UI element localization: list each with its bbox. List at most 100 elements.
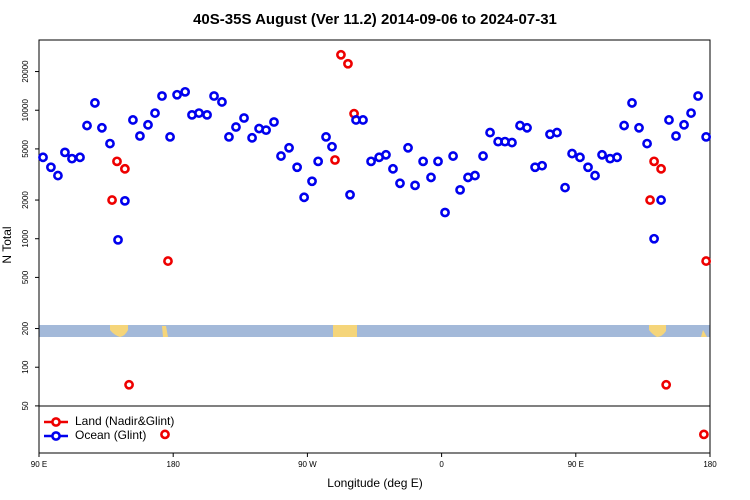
point (276, 151, 286, 161)
point (97, 122, 107, 133)
point (693, 91, 703, 101)
point (642, 138, 652, 149)
point (239, 113, 249, 123)
point (590, 170, 600, 181)
point (671, 131, 681, 141)
point (224, 132, 234, 142)
point (75, 152, 85, 163)
point (194, 108, 204, 118)
point (60, 147, 70, 158)
point (150, 108, 160, 118)
point (90, 98, 100, 108)
point (567, 148, 577, 159)
point (656, 195, 666, 205)
point (202, 109, 212, 120)
y-tick-label: 100 (21, 360, 30, 374)
chart-title: 40S-35S August (Ver 11.2) 2014-09-06 to … (193, 11, 557, 28)
point (107, 195, 117, 205)
point (455, 184, 465, 195)
point (157, 91, 167, 101)
point (119, 163, 130, 174)
point (698, 429, 709, 440)
point (163, 256, 173, 266)
plot-frame (38, 39, 711, 454)
point (135, 131, 145, 141)
x-tick-label: 180 (167, 460, 181, 469)
point (634, 122, 644, 133)
point (217, 97, 227, 107)
point (143, 119, 153, 130)
point (679, 119, 689, 130)
point (53, 170, 63, 181)
point (410, 180, 420, 191)
map-strip (39, 325, 710, 337)
point (247, 132, 257, 143)
point (261, 125, 271, 136)
x-tick-label: 180 (703, 460, 717, 469)
point (388, 163, 398, 174)
point (522, 122, 532, 133)
point (82, 120, 92, 131)
point (645, 195, 655, 205)
point (448, 151, 458, 161)
point (327, 141, 337, 152)
y-tick-label: 20000 (21, 60, 30, 83)
legend-label: Land (Nadir&Glint) (75, 414, 174, 428)
point (612, 152, 623, 163)
point (172, 89, 182, 100)
point (269, 117, 279, 127)
point (292, 162, 303, 173)
y-tick-label: 50 (21, 401, 30, 410)
point (105, 138, 115, 149)
point (209, 91, 219, 101)
point (661, 379, 672, 390)
point (507, 137, 517, 148)
point (307, 176, 317, 187)
point (124, 379, 134, 390)
y-tick-label: 2000 (21, 191, 30, 209)
point (440, 207, 450, 218)
point (583, 162, 593, 173)
point (701, 256, 712, 266)
point (366, 156, 376, 167)
point (345, 189, 355, 200)
point (701, 132, 712, 142)
point (284, 142, 294, 153)
point (575, 152, 585, 163)
point (119, 195, 130, 206)
point (128, 115, 138, 125)
point (649, 233, 659, 244)
point (231, 122, 241, 132)
point (426, 172, 436, 183)
y-tick-label: 10000 (21, 99, 30, 122)
point (686, 108, 696, 118)
x-tick-label: 90 W (298, 460, 317, 469)
point (160, 429, 170, 440)
y-tick-label: 200 (21, 321, 30, 335)
point (343, 58, 353, 69)
point (418, 156, 429, 167)
point (619, 120, 630, 131)
point (321, 132, 331, 142)
point (165, 132, 175, 142)
point (649, 156, 659, 167)
point (478, 151, 488, 161)
point (433, 156, 443, 167)
point (470, 170, 480, 181)
point (113, 234, 123, 245)
point (560, 182, 570, 193)
point (627, 98, 637, 108)
point (485, 127, 495, 138)
point (552, 127, 562, 138)
point (112, 156, 122, 167)
legend-marker (51, 417, 61, 427)
point (330, 155, 340, 165)
point (395, 178, 405, 189)
point (664, 115, 674, 125)
point (67, 153, 77, 164)
point (597, 149, 607, 160)
x-tick-label: 90 E (568, 460, 584, 469)
y-axis-title: N Total (0, 226, 14, 263)
x-tick-label: 90 E (31, 460, 47, 469)
